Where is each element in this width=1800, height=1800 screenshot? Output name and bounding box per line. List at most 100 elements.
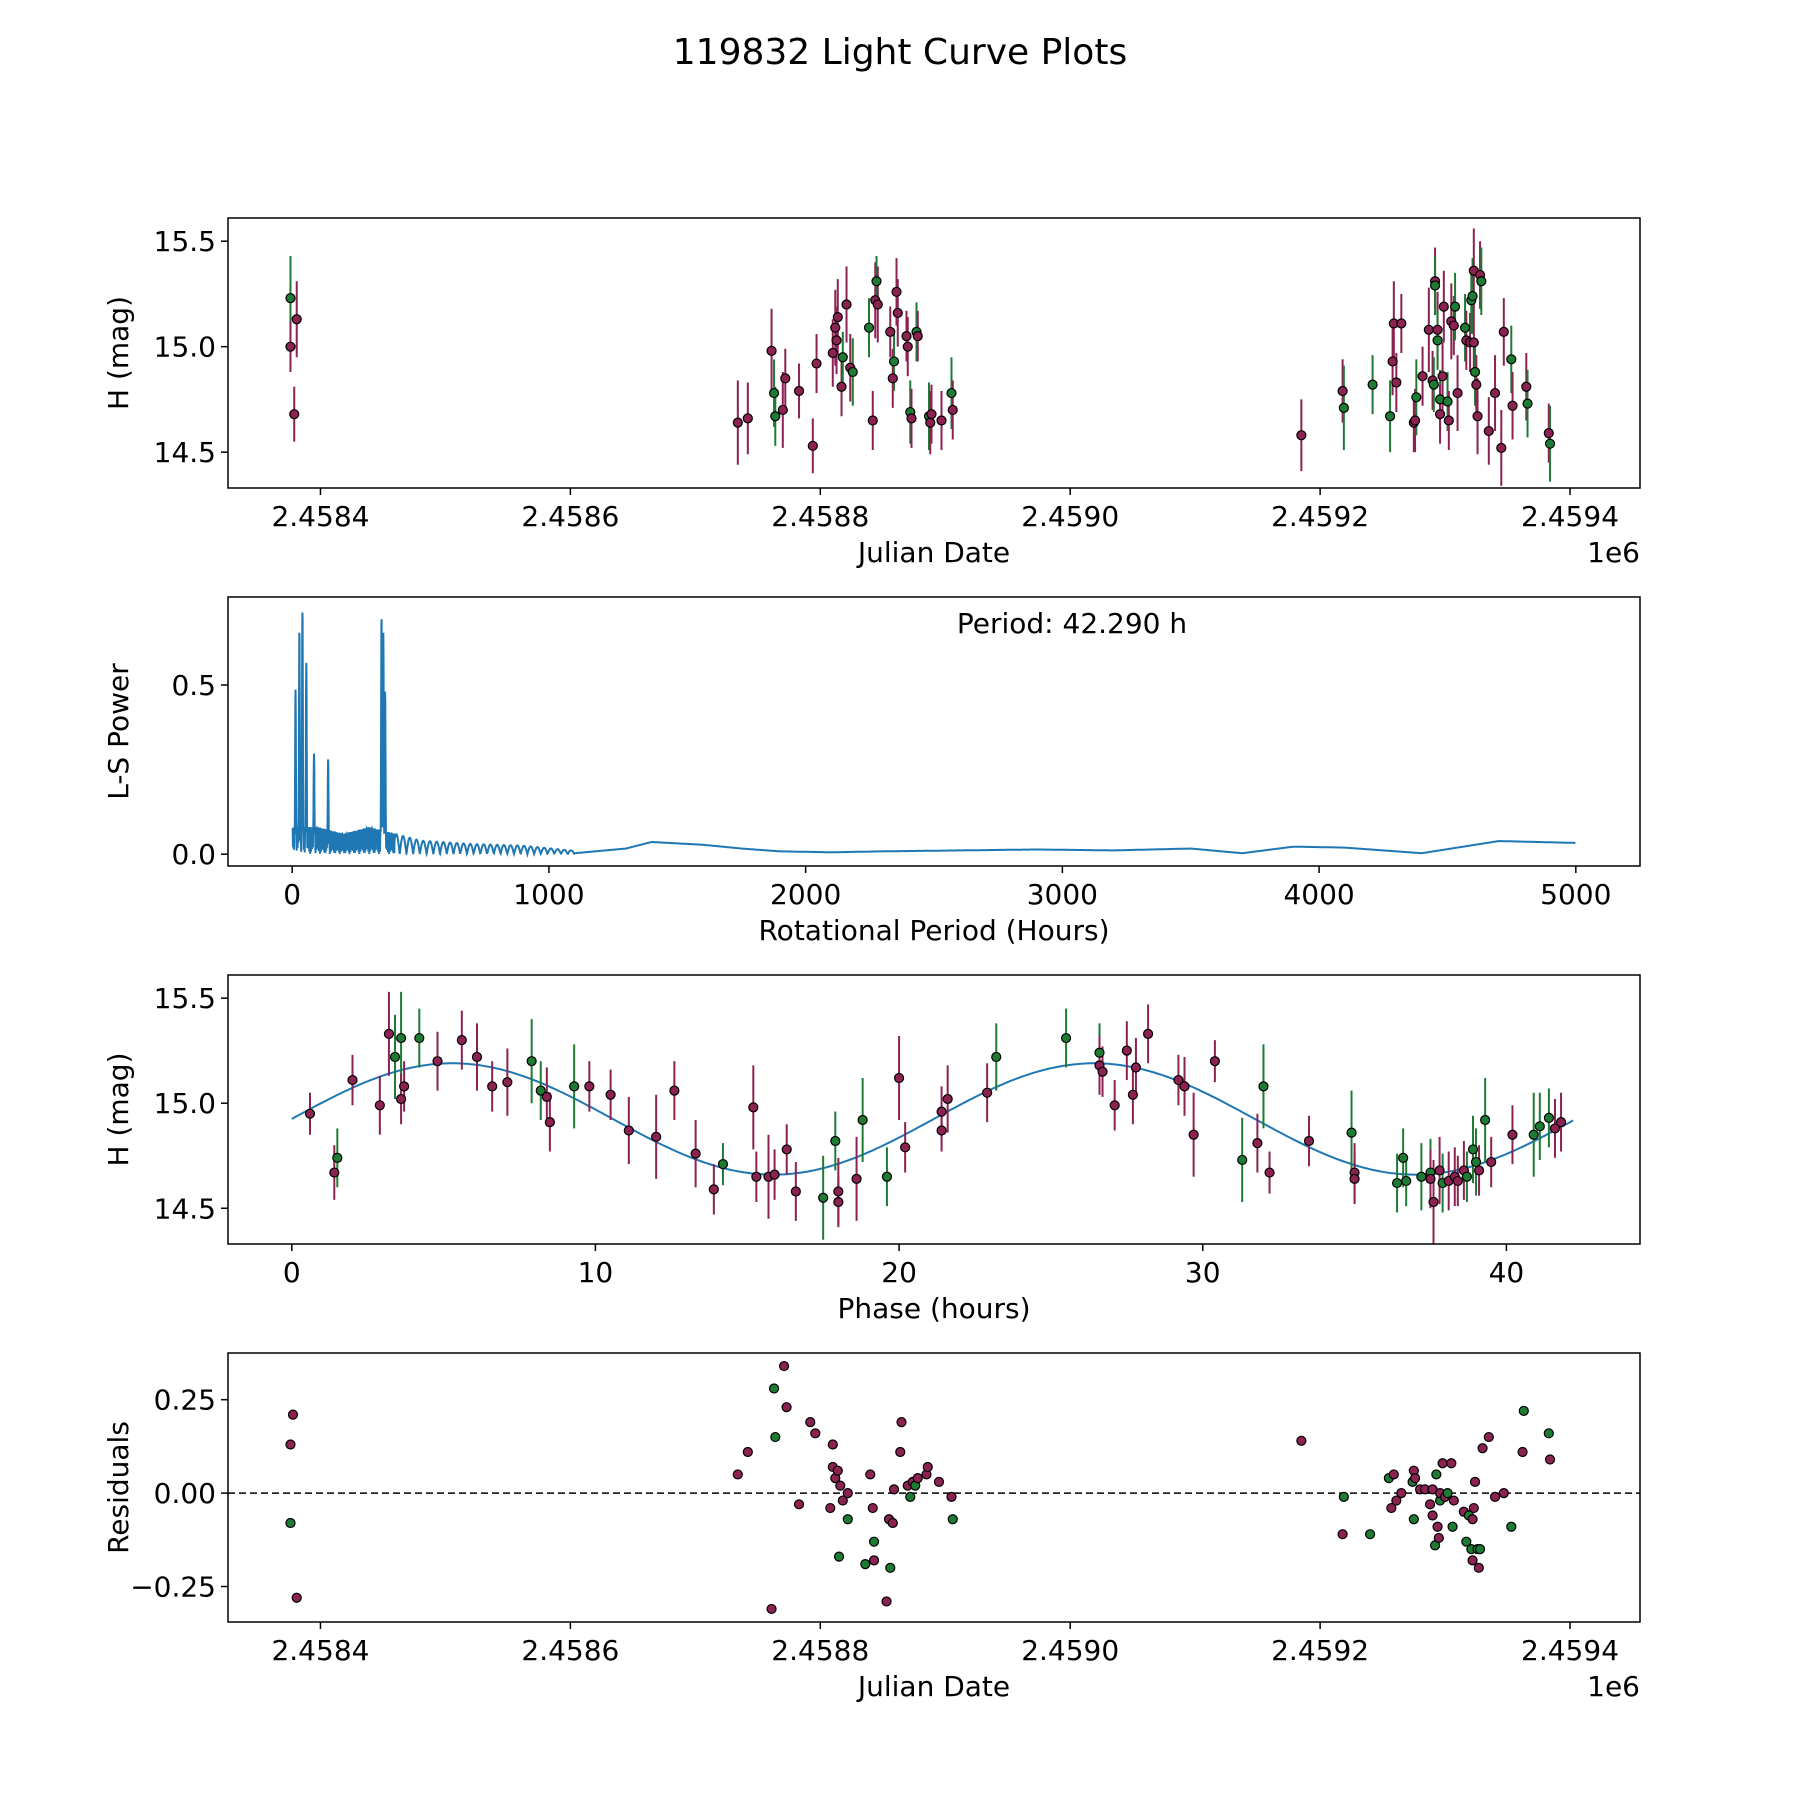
y-tick-label: 0.00 xyxy=(154,1477,216,1510)
data-point xyxy=(1258,1081,1269,1092)
period-annotation: Period: 42.290 h xyxy=(957,607,1187,640)
power-curve xyxy=(291,612,1576,859)
y-tick-label: 14.5 xyxy=(154,1192,216,1225)
data-point xyxy=(1432,324,1443,335)
data-point xyxy=(902,341,913,352)
data-point xyxy=(1416,1171,1427,1182)
data-point xyxy=(502,1077,513,1088)
data-point xyxy=(1188,1129,1199,1140)
data-point xyxy=(1367,379,1378,390)
data-point xyxy=(793,1499,805,1510)
data-point xyxy=(942,1093,953,1105)
data-point xyxy=(947,1514,958,1525)
data-point xyxy=(888,356,900,367)
data-point xyxy=(374,1100,385,1111)
x-tick-label: 40 xyxy=(1489,1256,1525,1289)
axes-frame xyxy=(227,596,1641,867)
data-point xyxy=(535,1085,546,1096)
data-point xyxy=(1517,1446,1528,1458)
data-point xyxy=(1127,1089,1138,1100)
data-point xyxy=(1543,428,1554,439)
data-point xyxy=(842,1514,853,1525)
data-point xyxy=(395,1032,407,1044)
data-point xyxy=(1506,1521,1517,1532)
data-point xyxy=(1179,1081,1190,1092)
data-point xyxy=(837,1495,848,1506)
data-point xyxy=(1424,1499,1436,1510)
data-point xyxy=(1094,1047,1105,1058)
data-point xyxy=(881,1171,893,1182)
data-point xyxy=(790,1186,801,1197)
data-point xyxy=(1498,1488,1509,1499)
data-point xyxy=(544,1117,555,1128)
data-point xyxy=(1173,1074,1184,1086)
y-axis-label: H (mag) xyxy=(102,1052,135,1166)
data-point xyxy=(332,1152,343,1163)
data-point xyxy=(1411,392,1422,403)
data-point xyxy=(291,1592,302,1603)
x-tick-label: 2.4588 xyxy=(771,500,869,533)
x-offset-label: 1e6 xyxy=(1587,536,1640,569)
data-point xyxy=(1477,1443,1488,1454)
data-point xyxy=(487,1081,498,1092)
data-point xyxy=(1518,1405,1529,1417)
data-point xyxy=(1427,1510,1438,1521)
data-point xyxy=(1264,1167,1275,1178)
data-point xyxy=(1142,1028,1154,1039)
x-tick-label: 0 xyxy=(283,878,301,911)
data-point xyxy=(1303,1135,1315,1147)
data-point xyxy=(1473,1165,1485,1176)
data-point xyxy=(831,335,842,346)
data-point xyxy=(867,1502,878,1514)
data-point xyxy=(1534,1121,1545,1132)
data-point xyxy=(690,1148,701,1159)
data-point xyxy=(1432,335,1443,346)
axes-frame xyxy=(227,217,1641,489)
data-point xyxy=(777,404,788,416)
data-point xyxy=(1528,1129,1539,1140)
data-point xyxy=(541,1091,552,1102)
data-point xyxy=(1097,1066,1108,1077)
data-point xyxy=(1469,366,1481,378)
data-point xyxy=(905,1491,916,1502)
x-tick-label: 0 xyxy=(283,1256,301,1289)
data-point xyxy=(285,1517,296,1529)
data-point xyxy=(1467,1144,1479,1155)
data-point xyxy=(778,1360,790,1372)
data-point xyxy=(1483,1431,1494,1443)
data-point xyxy=(1425,1173,1436,1184)
data-point xyxy=(863,322,875,333)
data-point xyxy=(1388,1469,1399,1480)
x-tick-label: 2.4588 xyxy=(771,1634,869,1667)
y-axis-label: L-S Power xyxy=(102,663,135,800)
data-point xyxy=(669,1085,680,1096)
data-point xyxy=(1543,1112,1555,1124)
data-point xyxy=(847,366,858,378)
x-tick-label: 20 xyxy=(881,1256,917,1289)
data-point xyxy=(1349,1173,1360,1184)
data-point xyxy=(991,1051,1002,1063)
data-point xyxy=(651,1131,662,1142)
data-point xyxy=(1521,381,1532,392)
x-tick-label: 4000 xyxy=(1283,878,1354,911)
x-tick-label: 3000 xyxy=(1027,878,1098,911)
data-point xyxy=(872,299,883,310)
y-tick-label: 0.25 xyxy=(154,1384,216,1417)
periodogram-panel: 0 1000 2000 3000 4000 5000 0.0 0.5 Rotational Pe… xyxy=(102,596,1641,947)
data-point xyxy=(1442,1488,1453,1499)
data-point xyxy=(1337,385,1348,397)
data-point xyxy=(291,314,302,325)
data-point xyxy=(770,1431,781,1443)
x-tick-label: 2.4586 xyxy=(521,500,619,533)
data-point xyxy=(1461,1536,1472,1547)
data-point xyxy=(1364,1529,1376,1540)
data-point xyxy=(926,409,937,420)
data-point xyxy=(780,373,791,384)
x-axis-label: Julian Date xyxy=(856,536,1010,569)
x-tick-label: 2.4592 xyxy=(1271,1634,1369,1667)
data-point xyxy=(1391,1177,1403,1189)
x-tick-label: 5000 xyxy=(1540,878,1611,911)
data-point xyxy=(936,1125,947,1136)
data-point xyxy=(1338,1491,1349,1502)
